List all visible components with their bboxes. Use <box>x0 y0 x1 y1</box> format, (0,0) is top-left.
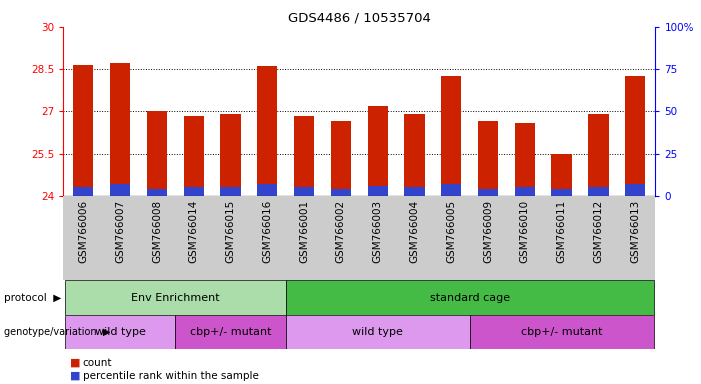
Bar <box>515 187 535 196</box>
Text: GSM766016: GSM766016 <box>262 200 272 263</box>
Bar <box>294 187 314 196</box>
Bar <box>73 65 93 196</box>
Bar <box>110 63 130 196</box>
Text: wild type: wild type <box>352 327 403 337</box>
Text: GSM766002: GSM766002 <box>336 200 346 263</box>
Text: GSM766001: GSM766001 <box>299 200 309 263</box>
Bar <box>65 280 286 315</box>
Text: cbp+/- mutant: cbp+/- mutant <box>521 327 602 337</box>
Bar <box>515 122 535 196</box>
Bar <box>257 184 278 196</box>
Bar <box>470 315 653 349</box>
Bar <box>65 315 175 349</box>
Bar <box>73 187 93 196</box>
Text: genotype/variation  ▶: genotype/variation ▶ <box>4 327 110 337</box>
Bar <box>147 111 167 196</box>
Text: GSM766006: GSM766006 <box>79 200 88 263</box>
Text: GSM766015: GSM766015 <box>226 200 236 263</box>
Text: GSM766004: GSM766004 <box>409 200 419 263</box>
Bar <box>625 76 646 196</box>
Bar <box>147 189 167 196</box>
Text: wild type: wild type <box>95 327 146 337</box>
Text: GSM766007: GSM766007 <box>115 200 125 263</box>
Bar <box>588 187 608 196</box>
Bar <box>184 116 204 196</box>
Bar <box>257 66 278 196</box>
Bar <box>441 76 461 196</box>
Bar <box>552 154 572 196</box>
Bar <box>294 116 314 196</box>
Bar <box>110 184 130 196</box>
Text: protocol  ▶: protocol ▶ <box>4 293 61 303</box>
Bar <box>286 315 470 349</box>
Text: GSM766012: GSM766012 <box>594 200 604 263</box>
Text: GSM766013: GSM766013 <box>630 200 640 263</box>
Bar <box>478 189 498 196</box>
Bar <box>286 280 653 315</box>
Bar <box>625 184 646 196</box>
Text: count: count <box>83 358 112 368</box>
Text: GSM766014: GSM766014 <box>189 200 198 263</box>
Text: GSM766003: GSM766003 <box>373 200 383 263</box>
Text: GSM766010: GSM766010 <box>520 200 530 263</box>
Text: cbp+/- mutant: cbp+/- mutant <box>190 327 271 337</box>
Bar <box>184 187 204 196</box>
Bar <box>331 189 351 196</box>
Bar <box>175 315 286 349</box>
Bar <box>404 114 425 196</box>
Bar <box>367 106 388 196</box>
Text: GSM766008: GSM766008 <box>152 200 162 263</box>
Bar <box>588 114 608 196</box>
Text: percentile rank within the sample: percentile rank within the sample <box>83 371 259 381</box>
Bar <box>404 187 425 196</box>
Text: GSM766005: GSM766005 <box>447 200 456 263</box>
Text: Env Enrichment: Env Enrichment <box>131 293 219 303</box>
Title: GDS4486 / 10535704: GDS4486 / 10535704 <box>288 11 430 24</box>
Bar <box>367 186 388 196</box>
Text: standard cage: standard cage <box>430 293 510 303</box>
Bar <box>220 114 240 196</box>
Text: GSM766011: GSM766011 <box>557 200 566 263</box>
Text: ■: ■ <box>70 371 81 381</box>
Text: GSM766009: GSM766009 <box>483 200 493 263</box>
Bar <box>331 121 351 196</box>
Bar <box>478 121 498 196</box>
Text: ■: ■ <box>70 358 81 368</box>
Bar <box>220 187 240 196</box>
Bar <box>441 184 461 196</box>
Bar <box>552 189 572 196</box>
